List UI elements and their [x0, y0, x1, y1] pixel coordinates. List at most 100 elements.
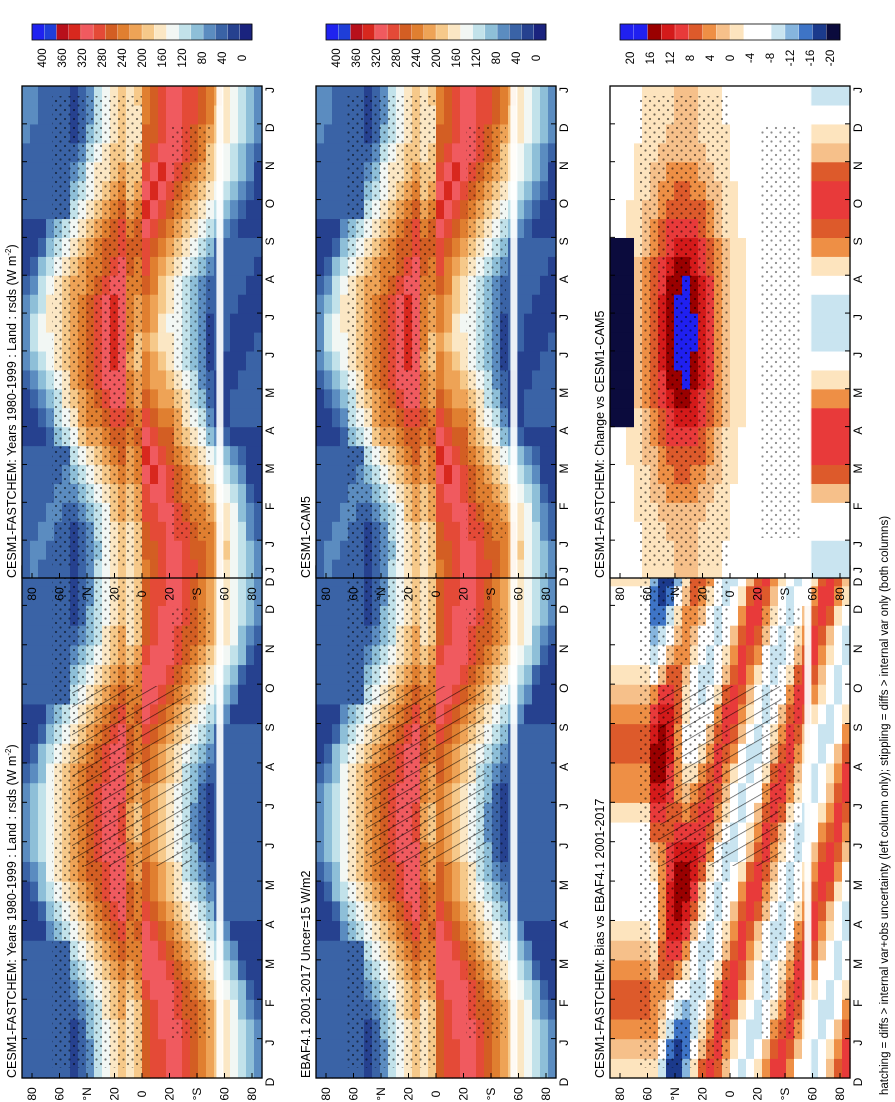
cell — [246, 1018, 255, 1040]
cell — [388, 559, 397, 579]
cell — [738, 559, 747, 579]
cell — [316, 841, 325, 862]
cell — [38, 881, 47, 902]
cell — [634, 161, 643, 182]
cell — [30, 703, 39, 725]
cell — [222, 161, 231, 182]
cell — [452, 142, 461, 163]
cell — [22, 464, 31, 484]
cell — [634, 483, 643, 503]
cell — [364, 86, 373, 106]
cell — [610, 369, 619, 390]
cell — [254, 161, 263, 182]
cell — [444, 585, 453, 606]
cell — [316, 900, 325, 922]
cell — [238, 256, 247, 276]
cell — [738, 585, 747, 606]
cell — [238, 142, 247, 163]
cell — [810, 881, 819, 902]
cell — [540, 313, 549, 333]
cell — [746, 199, 755, 220]
cell — [476, 559, 485, 579]
cell — [618, 142, 627, 163]
cell — [532, 86, 541, 106]
cell — [222, 605, 231, 626]
cell — [548, 999, 557, 1020]
cell — [142, 407, 151, 428]
cell — [524, 940, 533, 961]
cell — [738, 388, 747, 409]
cell — [30, 256, 39, 276]
cell — [46, 703, 55, 725]
cell — [158, 521, 167, 541]
cell — [746, 313, 755, 333]
cell — [22, 605, 31, 626]
cell — [222, 294, 231, 314]
cell — [452, 940, 461, 961]
cell — [610, 388, 619, 409]
cell — [38, 723, 47, 744]
cell — [548, 1038, 557, 1059]
cell — [150, 369, 159, 390]
cell — [126, 559, 135, 579]
cell — [316, 294, 325, 314]
cell — [246, 521, 255, 541]
cell — [222, 237, 231, 257]
cell — [730, 521, 739, 541]
cell — [516, 86, 525, 106]
cell — [238, 1038, 247, 1059]
cell — [468, 540, 477, 560]
cell — [714, 1058, 723, 1079]
cell — [332, 445, 341, 466]
cell — [222, 1018, 231, 1040]
cell — [634, 723, 643, 744]
hatching — [660, 686, 780, 866]
cell — [246, 861, 255, 882]
cell — [524, 237, 533, 257]
cell — [38, 502, 47, 522]
cell — [158, 1038, 167, 1059]
cell — [634, 123, 643, 144]
cell — [158, 142, 167, 163]
cell — [230, 104, 239, 125]
cell — [230, 256, 239, 276]
cell — [222, 350, 231, 371]
cell — [340, 822, 349, 843]
cell — [150, 256, 159, 276]
cell — [842, 762, 851, 784]
cell — [316, 802, 325, 823]
cell — [444, 256, 453, 276]
cell — [166, 559, 175, 579]
cell — [238, 979, 247, 1000]
cell — [238, 684, 247, 705]
x-tick-label: N — [851, 644, 865, 653]
cell — [834, 625, 843, 646]
cell — [618, 664, 627, 685]
cell — [222, 900, 231, 922]
cell — [746, 464, 755, 484]
cell — [436, 142, 445, 163]
cell — [324, 625, 333, 646]
cell — [634, 920, 643, 941]
cell — [730, 979, 739, 1000]
colorbar-swatch — [92, 23, 106, 41]
cell — [842, 940, 851, 961]
cell — [730, 1058, 739, 1079]
cell — [540, 920, 549, 941]
cell — [142, 625, 151, 646]
cell — [142, 426, 151, 447]
cell — [46, 664, 55, 685]
cell — [158, 104, 167, 125]
cell — [484, 559, 493, 579]
cell — [834, 703, 843, 725]
cell — [30, 841, 39, 862]
cell — [30, 920, 39, 941]
cell — [340, 294, 349, 314]
cell — [158, 180, 167, 201]
cell — [30, 218, 39, 238]
cell — [396, 1058, 405, 1079]
cell — [540, 979, 549, 1000]
cell — [540, 802, 549, 823]
cell — [540, 294, 549, 314]
cell — [738, 142, 747, 163]
